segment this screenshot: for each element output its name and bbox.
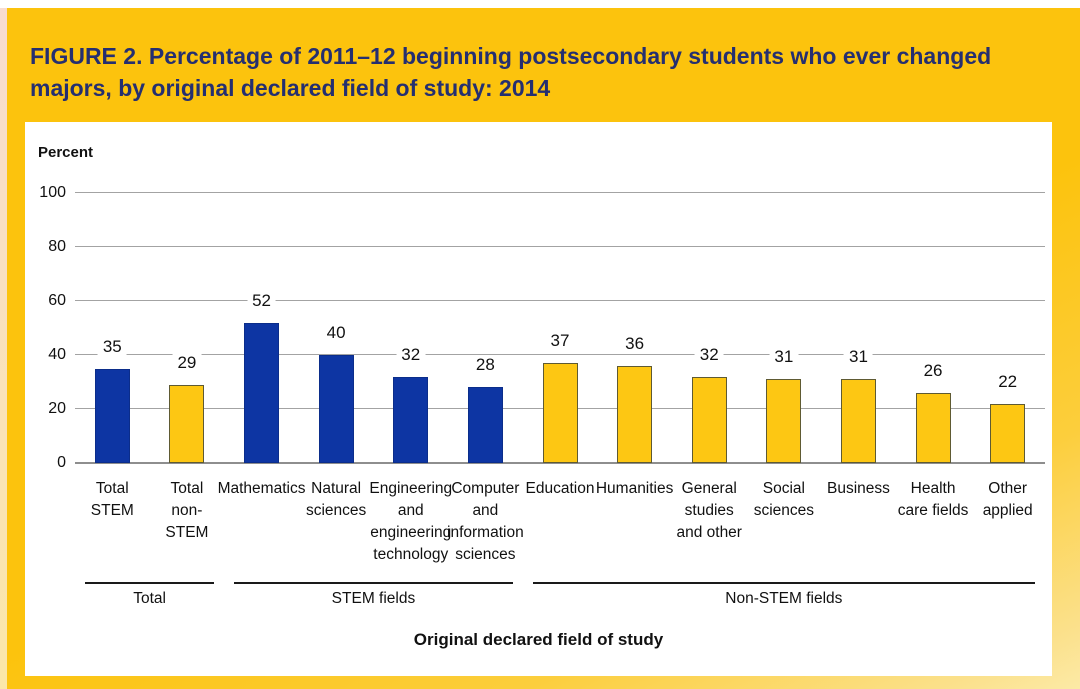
bar-education xyxy=(542,363,578,463)
bar-total-non-stem xyxy=(169,384,205,463)
bar-other-applied xyxy=(990,403,1026,463)
category-label-natural-sciences: Natural sciences xyxy=(305,480,367,519)
bar-health-care-fields xyxy=(915,392,951,463)
bar-engineering-and-engineering-technology xyxy=(393,376,429,463)
category-label-health-care-fields: Health care fields xyxy=(897,480,969,519)
category-label-total-non-stem: Total non- STEM xyxy=(165,480,209,541)
gridline-100 xyxy=(75,192,1045,193)
bar-total-stem xyxy=(94,368,130,463)
gridline-80 xyxy=(75,246,1045,247)
plot-area: 35 29 52 40 32 28 37 36 32 31 31 26 22 xyxy=(75,192,1045,464)
category-label-social-sciences: Social sciences xyxy=(753,480,814,519)
value-label-natural-sciences: 40 xyxy=(321,323,351,343)
value-label-humanities: 36 xyxy=(620,333,650,354)
group-label-total: Total xyxy=(133,590,166,607)
group-label-non-stem-fields: Non-STEM fields xyxy=(725,590,843,607)
left-edge-strip xyxy=(0,8,7,689)
category-label-business: Business xyxy=(827,480,890,497)
ytick-label-20: 20 xyxy=(48,400,66,417)
x-axis-baseline xyxy=(75,462,1045,464)
value-label-health-care-fields: 26 xyxy=(918,360,948,381)
category-label-other-applied: Other applied xyxy=(982,480,1033,519)
group-label-stem-fields: STEM fields xyxy=(331,590,416,607)
ytick-label-60: 60 xyxy=(48,292,66,309)
group-annotations: Total STEM fields Non-STEM fields xyxy=(75,575,1045,630)
y-axis-ticks: 0 20 40 60 80 100 xyxy=(25,184,66,471)
value-label-mathematics: 52 xyxy=(247,290,276,311)
value-label-computer-and-information-sciences: 28 xyxy=(470,355,500,376)
x-axis-title: Original declared field of study xyxy=(413,630,664,649)
ytick-label-100: 100 xyxy=(39,184,66,201)
category-label-computer-and-information-sciences: Computer and information sciences xyxy=(447,480,524,563)
category-label-education: Education xyxy=(525,480,595,497)
bar-social-sciences xyxy=(766,379,802,463)
ytick-label-80: 80 xyxy=(48,238,66,255)
category-labels: Total STEM Total non- STEM Mathematics Natu… xyxy=(75,478,1045,573)
figure-title: FIGURE 2. Percentage of 2011–12 beginnin… xyxy=(30,43,992,101)
ytick-label-0: 0 xyxy=(57,454,66,471)
bar-mathematics xyxy=(244,322,280,463)
gridline-60 xyxy=(75,300,1045,301)
value-label-total-stem: 35 xyxy=(97,336,127,357)
category-label-engineering-and-engineering-technology: Engineering and engineering technology xyxy=(369,480,453,563)
top-white-strip xyxy=(0,0,1080,8)
group-line-non-stem-fields xyxy=(532,582,1035,584)
bar-humanities xyxy=(617,365,653,463)
value-label-total-non-stem: 29 xyxy=(172,352,202,373)
group-line-stem-fields xyxy=(234,582,513,584)
chart-panel: Percent 0 20 40 60 80 100 35 29 52 40 32 28 37 36 32 3… xyxy=(25,122,1052,676)
category-label-general-studies-and-other: General studies and other xyxy=(676,480,742,541)
category-label-humanities: Humanities xyxy=(595,480,674,497)
gridline-40 xyxy=(75,354,1045,355)
value-label-social-sciences: 31 xyxy=(769,347,799,368)
group-line-total xyxy=(85,582,215,584)
bar-business xyxy=(840,379,876,463)
value-label-business: 31 xyxy=(843,347,873,368)
category-label-total-stem: Total STEM xyxy=(90,480,134,519)
ytick-label-40: 40 xyxy=(48,346,66,363)
value-label-other-applied: 22 xyxy=(993,371,1023,392)
bar-computer-and-information-sciences xyxy=(467,387,503,463)
bar-natural-sciences xyxy=(318,355,354,463)
value-label-general-studies-and-other: 32 xyxy=(694,344,724,365)
value-label-education: 37 xyxy=(545,331,575,352)
category-label-mathematics: Mathematics xyxy=(217,480,306,497)
bar-general-studies-and-other xyxy=(691,376,727,463)
y-axis-header: Percent xyxy=(38,144,94,161)
value-label-engineering-and-engineering-technology: 32 xyxy=(396,344,426,365)
